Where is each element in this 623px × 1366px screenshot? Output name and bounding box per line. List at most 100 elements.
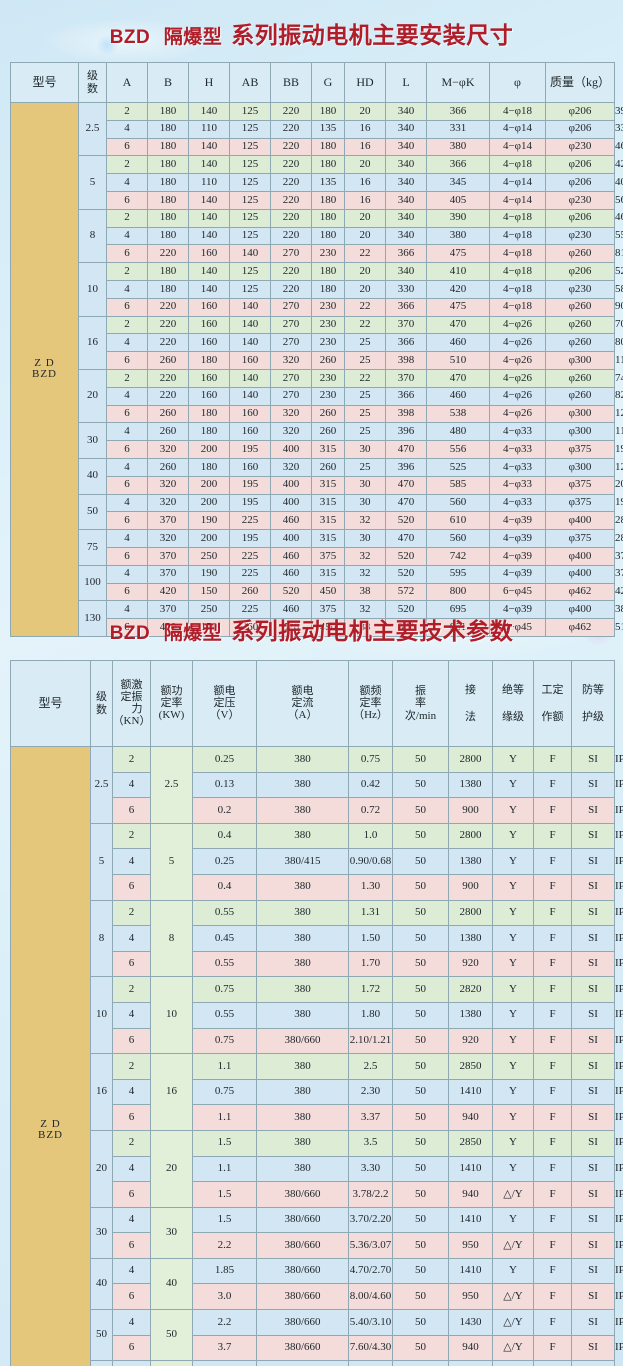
protection-label-a1: 防	[582, 684, 593, 697]
cell-freq: 50	[392, 797, 449, 824]
power-unit: (KW)	[158, 709, 185, 722]
cell-ins: F	[533, 899, 572, 927]
cell-h: 160	[229, 404, 271, 424]
cell-b: 200	[188, 440, 230, 459]
cell-power: 0.25	[192, 848, 257, 875]
cell-power: 3.7	[192, 1360, 257, 1366]
cell-mk: 4−φ26	[489, 404, 546, 424]
cell-exciting-force: 75	[150, 1360, 193, 1366]
cell-pole-count: 6	[106, 475, 148, 495]
title-main-text: 系列振动电机主要安装尺寸	[231, 23, 514, 48]
cell-g: 20	[344, 279, 386, 299]
cell-phi: φ260	[545, 333, 615, 353]
cell-ins: F	[533, 797, 572, 824]
cell-h: 125	[229, 173, 271, 192]
cell-pole-count: 6	[106, 190, 148, 210]
cell-ab: 320	[270, 351, 312, 370]
cell-mk: 4−φ26	[489, 386, 546, 406]
cell-pole-count: 2	[106, 102, 148, 121]
cell-ab: 270	[270, 315, 312, 335]
cell-power: 0.13	[192, 771, 257, 799]
cell-voltage: 380	[256, 797, 349, 824]
cell-duty: SI	[571, 1053, 615, 1080]
cell-exciting-force: 10	[150, 976, 193, 1055]
cell-vib: 1410	[448, 1155, 493, 1183]
cell-exciting-force: 20	[150, 1129, 193, 1208]
cell-pole-count: 6	[106, 137, 148, 157]
cell-pole-count: 2	[112, 976, 151, 1003]
cell-g: 25	[344, 333, 386, 353]
cell-g: 20	[344, 208, 386, 228]
cell-duty: SI	[571, 1257, 615, 1285]
cell-voltage: 380	[256, 1078, 349, 1106]
cell-h: 160	[229, 351, 271, 370]
current-label-a1: 额	[291, 685, 303, 698]
cell-hd: 396	[385, 422, 427, 442]
cell-l: 345	[426, 173, 490, 192]
cell-voltage: 380	[256, 873, 349, 901]
cell-g: 30	[344, 493, 386, 513]
cell-b: 140	[188, 226, 230, 246]
cell-ins: F	[533, 1001, 572, 1029]
cell-vib: 1410	[448, 1257, 493, 1285]
cell-bb: 180	[311, 137, 345, 157]
col-header-vibration-rate: 振 率 次/min	[392, 660, 449, 747]
cell-duty: SI	[571, 822, 615, 850]
cell-pole-count: 2	[112, 1053, 151, 1080]
cell-current: 3.37	[348, 1104, 393, 1131]
title-latin-prefix: BZD	[109, 27, 151, 48]
cell-pole-count: 4	[112, 1206, 151, 1234]
cell-hd: 340	[385, 190, 427, 210]
cell-model-size: 20	[78, 368, 107, 424]
cell-h: 125	[229, 226, 271, 246]
cell-mk: 4−φ33	[489, 475, 546, 495]
cell-a: 180	[147, 137, 189, 157]
connection-label-line2: 法	[465, 710, 476, 723]
cell-hd: 366	[385, 386, 427, 406]
cell-l: 380	[426, 137, 490, 157]
series-label-line2: BZD	[38, 1129, 63, 1142]
cell-power: 0.4	[192, 873, 257, 901]
cell-mk: 4−φ39	[489, 529, 546, 548]
cell-bb: 260	[311, 457, 345, 477]
cell-ab: 320	[270, 457, 312, 477]
cell-g: 16	[344, 173, 386, 192]
cell-l: 510	[426, 351, 490, 370]
cell-ab: 220	[270, 262, 312, 281]
cell-conn: Y	[492, 822, 534, 850]
cell-hd: 572	[385, 582, 427, 602]
cell-phi: φ206	[545, 119, 615, 139]
cell-vib: 1380	[448, 1001, 493, 1029]
cell-g: 25	[344, 386, 386, 406]
frequency-label-a2: 定	[359, 697, 371, 710]
cell-phi: φ375	[545, 475, 615, 495]
cell-l: 560	[426, 529, 490, 548]
cell-ab: 220	[270, 208, 312, 228]
poles-label-line1: 级	[87, 70, 98, 83]
cell-mk: 4−φ18	[489, 208, 546, 228]
cell-vib: 2850	[448, 1129, 493, 1157]
cell-phi: φ206	[545, 155, 615, 175]
cell-mk: 4−φ33	[489, 457, 546, 477]
cell-h: 140	[229, 244, 271, 264]
cell-pole-count: 2	[106, 208, 148, 228]
cell-voltage: 380	[256, 1155, 349, 1183]
col-header-ab: AB	[229, 62, 271, 103]
cell-voltage: 380/660	[256, 1232, 349, 1259]
cell-a: 260	[147, 457, 189, 477]
cell-current: 1.80	[348, 1001, 393, 1029]
cell-b: 250	[188, 600, 230, 620]
cell-voltage: 380/660	[256, 1206, 349, 1234]
